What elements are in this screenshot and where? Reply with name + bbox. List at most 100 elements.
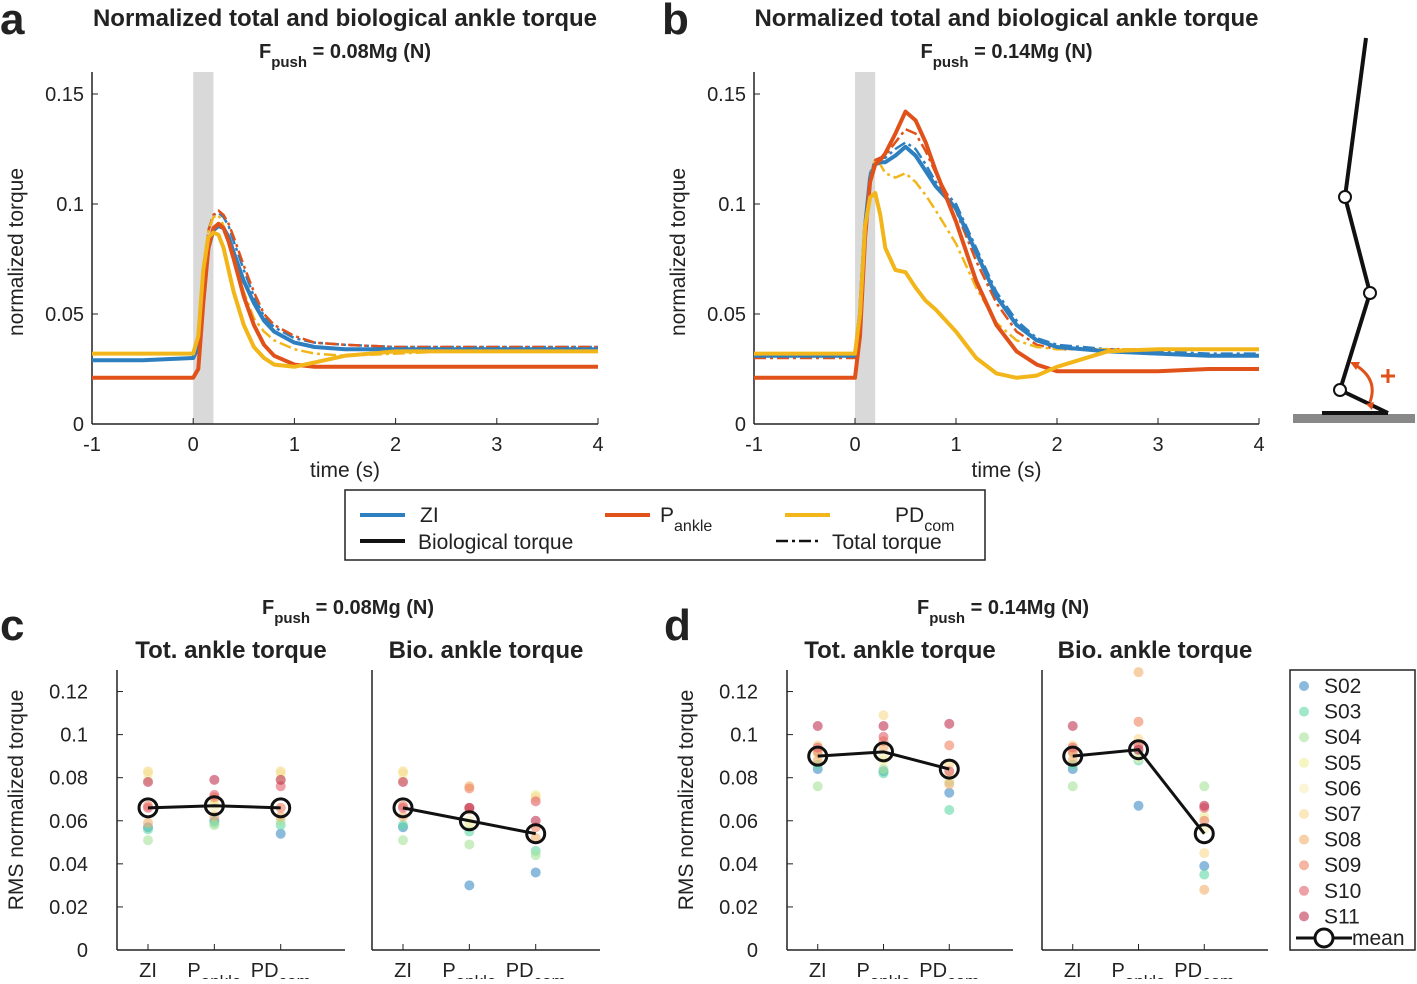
x-tick-label: PDcom [251,960,311,979]
chart-title: Bio. ankle torque [1058,637,1253,664]
subject-dot [944,779,955,790]
group-subtitle-part: = 0.08Mg (N) [310,597,434,619]
legend-dot [1299,681,1309,691]
x-tick-label-part: ZI [809,960,827,979]
y-tick-label: 0.12 [719,682,758,704]
x-tick-label-part: ZI [394,960,412,979]
panel-letter: b [662,0,689,44]
subject-dot [143,835,154,846]
legend-dot [1299,783,1309,794]
torque-line [754,127,1259,360]
torque-line [754,191,1259,380]
mean-marker [458,810,480,832]
subject-dot [1199,781,1210,792]
subject-dot [143,777,154,787]
group-subtitle-part: F [917,597,929,619]
x-tick-label-subscript: com [947,972,979,980]
y-tick-label: 0 [735,414,746,436]
torque-line [754,109,1259,380]
x-tick-label-part: PD [251,960,279,979]
x-tick-label: 0 [849,434,860,456]
subject-dot [1199,800,1210,811]
x-tick-label: Pankle [1112,960,1166,979]
knee-joint [1363,286,1377,300]
x-tick-label: Pankle [442,960,496,979]
group-subtitle-subscript: push [274,610,310,627]
group-subtitle-part: = 0.14Mg (N) [965,597,1089,619]
leg-diagram [1293,37,1415,423]
y-tick-label: 0.02 [719,897,758,919]
x-tick-label: ZI [809,960,827,979]
y-tick-label: 0.05 [45,304,84,326]
x-tick-label: -1 [83,434,101,456]
x-tick-label: 1 [950,434,961,456]
chart-title: Tot. ankle torque [804,637,996,664]
legend-dot [1299,732,1309,743]
chart-subtitle: Fpush = 0.14Mg (N) [921,41,1093,71]
legend-label: ZI [420,504,439,527]
x-tick-label: 3 [491,434,502,456]
legend-dot [1299,706,1309,717]
x-tick-label-part: P [187,960,200,979]
y-tick-label: 0.1 [730,725,758,747]
legend-dot [1299,860,1309,871]
x-tick-label: Pankle [857,960,911,979]
torque-line [754,141,1259,358]
legend-label: S07 [1324,803,1361,826]
x-tick-label: ZI [1064,960,1082,979]
chart-subtitle-subscript: push [933,54,969,71]
legend-label-part: P [660,504,674,527]
chart-title: Normalized total and biological ankle to… [754,5,1258,32]
legend-label-part: ZI [420,504,439,527]
mean-marker [270,797,292,819]
subject-dot [944,805,955,815]
mean-marker [137,797,159,819]
torque-arrow [1356,364,1374,403]
chart-subtitle-part: = 0.08Mg (N) [307,41,431,63]
y-axis-label: RMS normalized torque [675,690,698,911]
y-tick-label: 0 [73,414,84,436]
panel-letter: c [0,601,24,650]
mean-line [402,806,536,836]
chart-subtitle-part: F [259,41,271,63]
y-tick-label: 0.12 [49,682,88,704]
x-tick-label: Pankle [187,960,241,979]
subject-dot [878,764,889,775]
x-tick-label: 1 [289,434,300,456]
x-axis-label: time (s) [310,459,380,482]
y-axis-label: RMS normalized torque [5,690,28,911]
subject-dot [944,740,955,751]
x-tick-label-subscript: com [279,972,311,980]
legend-label-part: PD [895,504,924,527]
y-tick-label: 0.08 [49,768,88,790]
subject-dot [398,820,409,831]
x-tick-label-part: ZI [1064,960,1082,979]
torque-line [92,224,598,363]
legend-label: Total torque [832,531,942,554]
x-tick-label-subscript: com [1202,972,1234,980]
subject-dot [209,774,220,785]
legend-label: S02 [1324,675,1361,698]
subject-dot [398,777,409,787]
y-tick-label: 0.15 [45,84,84,106]
subject-dot [1199,861,1210,871]
x-tick-label: ZI [394,960,412,979]
torque-line [92,211,598,362]
mean-marker [1128,739,1150,761]
legend-dot [1299,834,1309,845]
x-tick-label-part: PD [506,960,534,979]
legend-label: S03 [1324,701,1361,724]
chart-title: Normalized total and biological ankle to… [93,5,597,32]
subject-dot [812,755,823,766]
group-subtitle-part: F [262,597,274,619]
y-tick-label: 0.15 [707,84,746,106]
y-tick-label: 0.04 [719,854,758,876]
legend-label-subscript: ankle [674,518,712,535]
leg-segments [1337,37,1389,415]
ground [1293,414,1415,423]
x-tick-label-subscript: ankle [201,972,242,980]
x-tick-label-part: P [857,960,870,979]
hip-joint [1338,190,1352,204]
subject-dot [530,867,541,878]
